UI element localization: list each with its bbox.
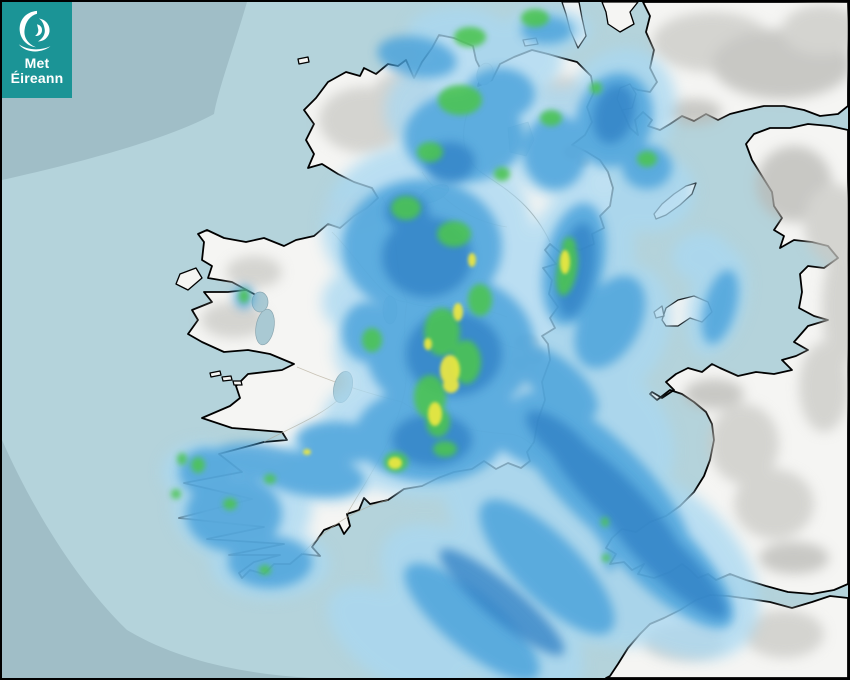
lough-corrib [255,308,275,346]
logo-text-line2: Éireann [10,70,64,87]
rain-intense-layer [303,250,570,469]
met-eireann-swirl-logo-icon [18,10,51,52]
logo-text-line1: Met [24,55,50,71]
tory-island [297,56,310,65]
aran-islands [209,370,243,386]
lough-mask [251,291,269,313]
met-eireann-logo: Met Éireann [2,2,72,98]
islay-island [601,2,639,33]
precipitation-layer [162,7,760,678]
achill-island [175,267,203,291]
